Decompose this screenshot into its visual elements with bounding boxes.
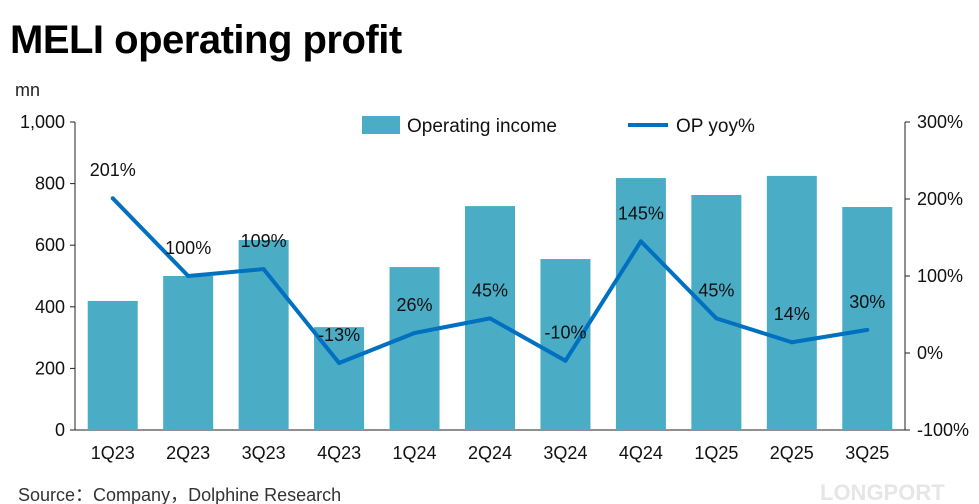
bar-operating-income — [87, 300, 138, 430]
data-label-yoy: 30% — [849, 292, 885, 312]
bar-operating-income — [691, 194, 742, 430]
y-left-tick-label: 200 — [35, 358, 65, 378]
bar-operating-income — [842, 207, 893, 430]
data-label-yoy: 45% — [472, 280, 508, 300]
line-point — [337, 361, 342, 366]
line-point — [186, 274, 191, 278]
line-point — [865, 327, 870, 332]
chart-title: MELI operating profit — [10, 18, 402, 62]
legend-swatch-bar — [362, 116, 400, 134]
x-tick-label: 4Q23 — [317, 443, 361, 463]
y-left-tick-label: 0 — [55, 420, 65, 440]
x-tick-label: 3Q25 — [845, 443, 889, 463]
data-label-yoy: 45% — [698, 280, 734, 300]
line-point — [488, 316, 492, 321]
bar-operating-income — [389, 267, 440, 430]
line-point — [563, 358, 568, 363]
data-label-yoy: 145% — [618, 203, 664, 223]
legend-label-line: OP yoy% — [676, 116, 755, 137]
y-left-tick-label: 600 — [35, 235, 65, 255]
x-tick-label: 1Q24 — [393, 443, 437, 463]
x-tick-label: 2Q24 — [468, 443, 512, 463]
data-label-yoy: 14% — [774, 304, 810, 324]
line-point — [412, 330, 417, 335]
y-left-tick-label: 800 — [35, 174, 65, 194]
source-note: Source：Company，Dolphine Research — [18, 485, 342, 504]
y-right-tick-label: -100% — [917, 420, 969, 440]
x-tick-label: 2Q25 — [770, 443, 814, 463]
bar-operating-income — [163, 276, 214, 430]
y-right-tick-label: 100% — [917, 266, 963, 286]
x-tick-label: 1Q23 — [91, 443, 135, 463]
line-point — [638, 239, 643, 244]
x-tick-label: 1Q25 — [694, 443, 738, 463]
y-right-tick-label: 0% — [917, 343, 943, 363]
legend-label-bar: Operating income — [407, 116, 557, 137]
line-point — [110, 196, 115, 201]
line-point — [714, 316, 719, 321]
x-tick-label: 4Q24 — [619, 443, 663, 463]
x-tick-label: 3Q24 — [543, 443, 587, 463]
x-tick-label: 2Q23 — [166, 443, 210, 463]
logo-watermark: LONGPORT — [820, 480, 945, 504]
data-label-yoy: 26% — [397, 295, 433, 315]
y-right-tick-label: 300% — [917, 112, 963, 132]
y-right-tick-label: 200% — [917, 189, 963, 209]
x-tick-label: 3Q23 — [242, 443, 286, 463]
bar-operating-income — [766, 175, 817, 430]
bar-operating-income — [540, 259, 591, 430]
line-point — [789, 340, 794, 345]
data-label-yoy: 109% — [241, 231, 287, 251]
data-label-yoy: -10% — [544, 323, 586, 343]
y-left-tick-label: 1,000 — [20, 112, 65, 132]
data-label-yoy: -13% — [318, 325, 360, 345]
line-point — [261, 267, 266, 272]
data-label-yoy: 201% — [90, 160, 136, 180]
bar-operating-income — [615, 178, 666, 430]
data-label-yoy: 100% — [165, 238, 211, 258]
y-left-tick-label: 400 — [35, 297, 65, 317]
y-axis-unit: mn — [15, 80, 41, 100]
